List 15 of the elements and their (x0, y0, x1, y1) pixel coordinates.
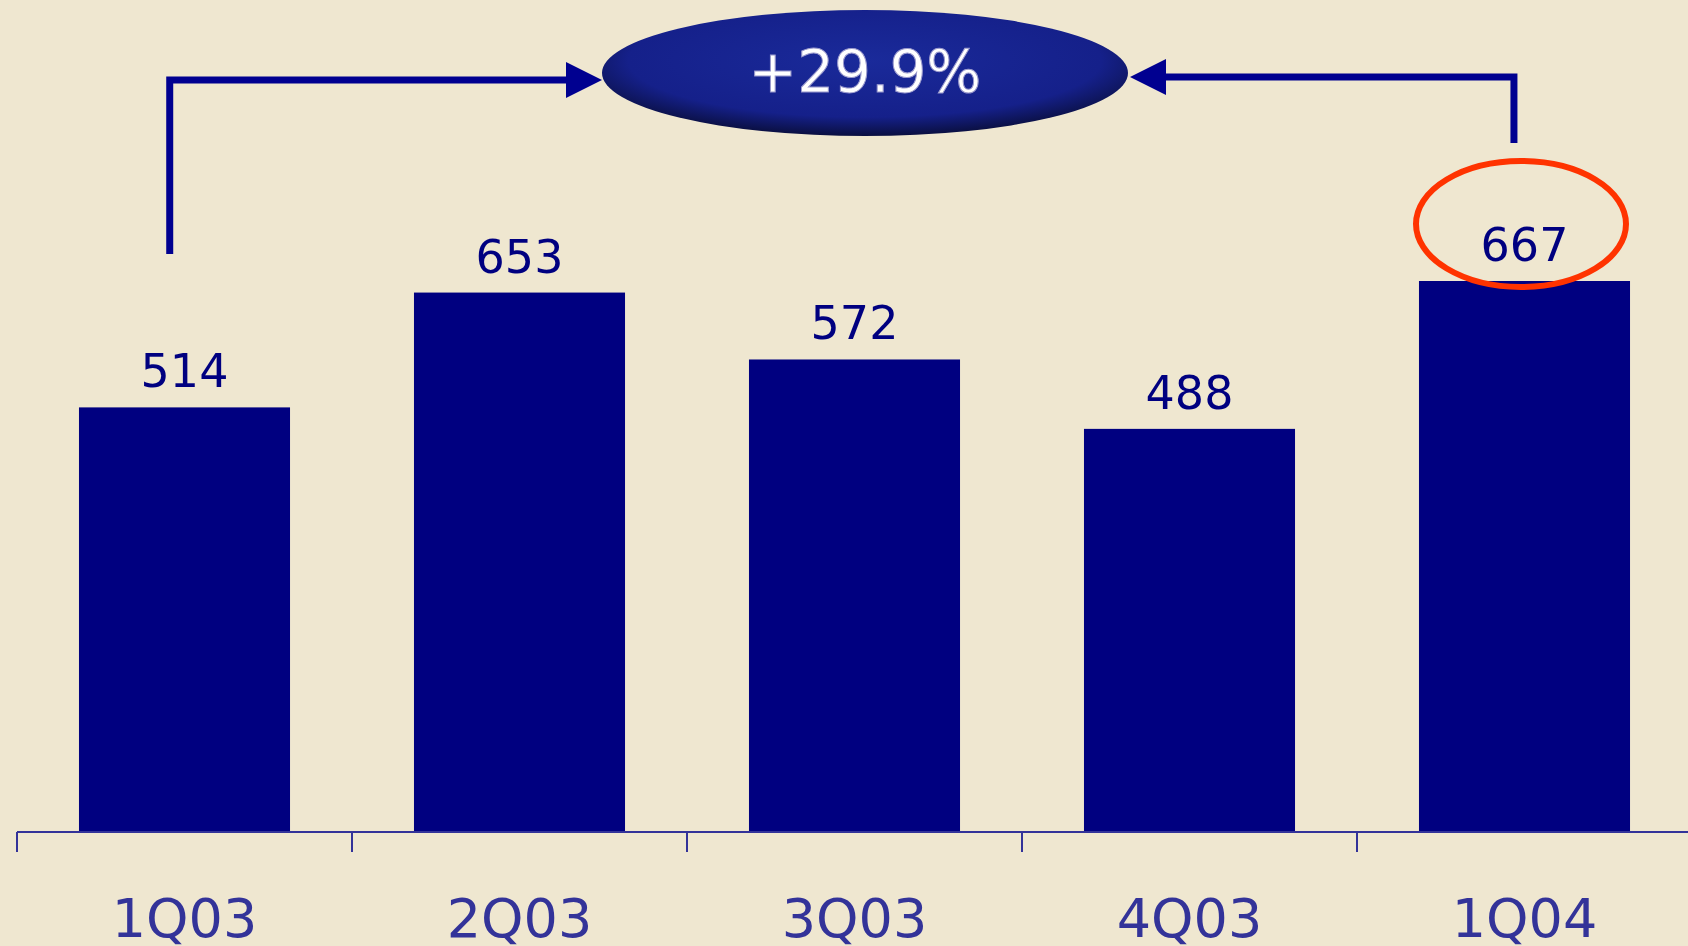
text: +29.9% (748, 38, 982, 106)
data-label: 653 (475, 229, 564, 284)
bar (748, 359, 961, 832)
bar (78, 407, 291, 832)
x-tick-label: 1Q04 (1451, 887, 1598, 946)
x-tick-label: 2Q03 (446, 887, 593, 946)
data-label: 488 (1145, 365, 1234, 420)
data-label: 572 (810, 296, 899, 351)
bar (413, 292, 626, 832)
data-label: 514 (140, 344, 229, 399)
x-tick-label: 4Q03 (1116, 887, 1263, 946)
x-tick-label: 3Q03 (781, 887, 928, 946)
bar (1083, 428, 1296, 832)
data-label: 667 (1480, 218, 1569, 272)
x-tick-label: 1Q03 (111, 887, 258, 946)
